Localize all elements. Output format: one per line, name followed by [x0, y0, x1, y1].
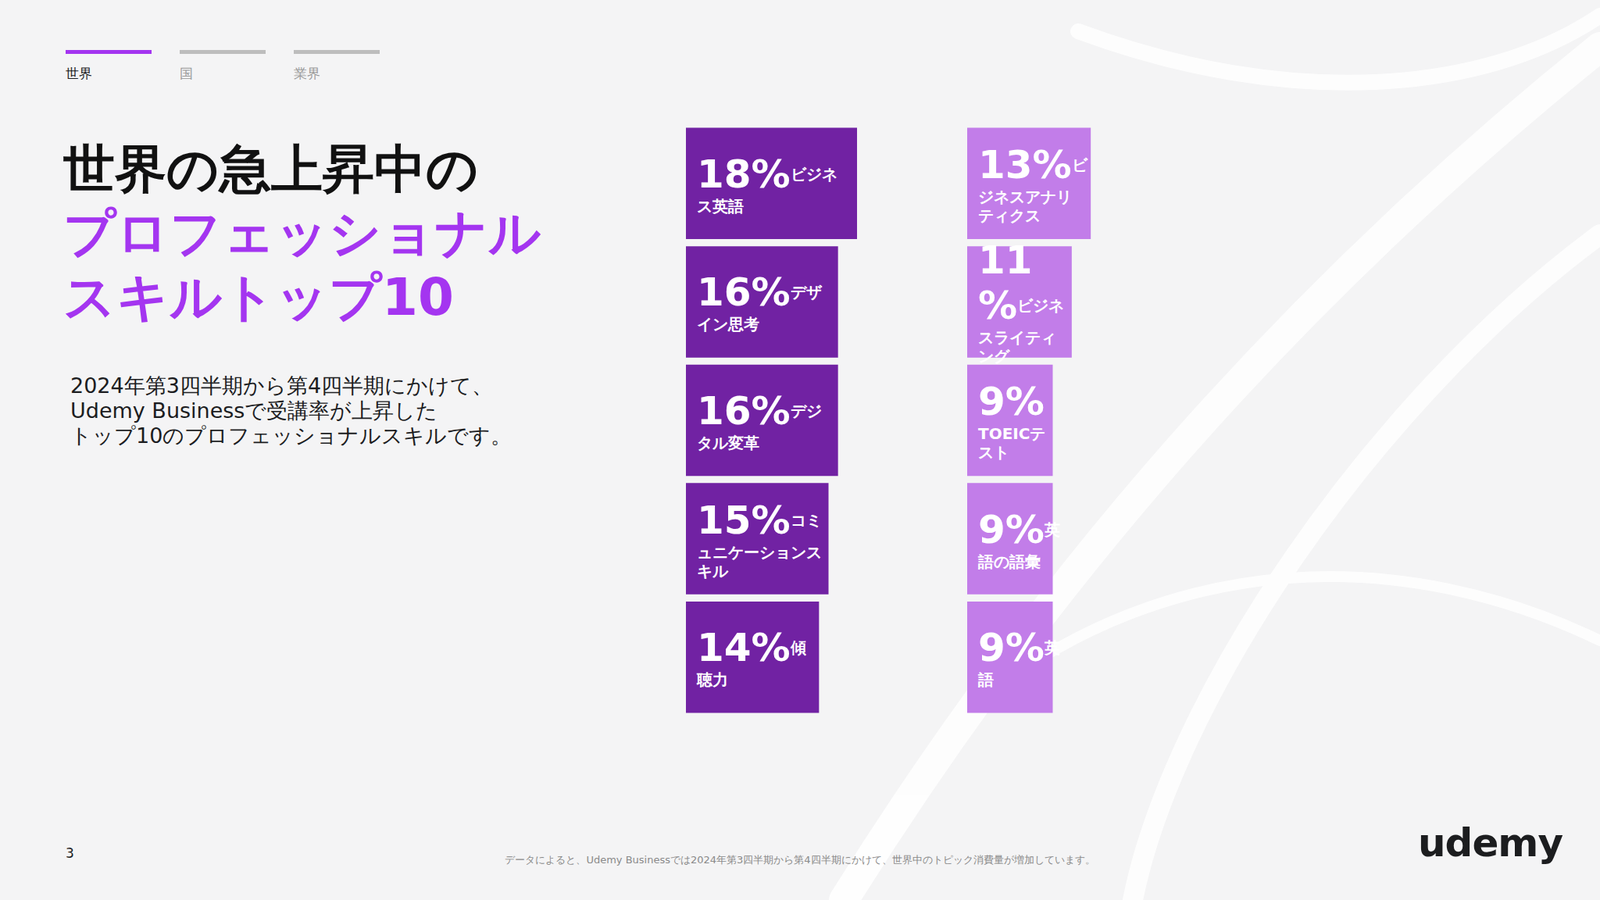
- svg-text:ジネスアナリ: ジネスアナリ: [978, 187, 1072, 207]
- svg-text:デジ: デジ: [790, 401, 822, 421]
- svg-text:ス英語: ス英語: [696, 196, 744, 216]
- svg-text:16%: 16%: [696, 388, 791, 434]
- svg-text:%: %: [978, 282, 1018, 329]
- html-text:スキルトップ10: スキルトップ10: [63, 267, 454, 328]
- html-text:3: 3: [65, 845, 75, 861]
- svg-text:ビジネ: ビジネ: [1017, 296, 1065, 315]
- svg-text:ュニケーションス: ュニケーションス: [696, 542, 822, 562]
- svg-text:コミ: コミ: [790, 510, 822, 530]
- svg-text:15%: 15%: [696, 497, 791, 543]
- svg-text:18%: 18%: [696, 151, 791, 197]
- html-text:データによると、Udemy Businessでは2024年第: データによると、Udemy Businessでは2024年第3四半期から第4四半…: [505, 853, 1095, 866]
- html-text:国: 国: [179, 65, 193, 82]
- html-text:プロフェッショナル: プロフェッショナル: [63, 203, 542, 264]
- svg-text:語: 語: [977, 670, 994, 690]
- svg-text:14%: 14%: [696, 625, 791, 671]
- svg-text:16%: 16%: [696, 269, 791, 315]
- svg-text:スライティ: スライティ: [978, 328, 1057, 347]
- svg-text:ング: ング: [978, 346, 1011, 366]
- svg-text:9%: 9%: [978, 507, 1045, 553]
- svg-text:デザ: デザ: [790, 282, 823, 302]
- svg-text:英: 英: [1043, 638, 1061, 658]
- svg-text:傾: 傾: [789, 638, 807, 658]
- svg-text:タル変革: タル変革: [696, 433, 760, 453]
- html-text:業界: 業界: [293, 65, 321, 82]
- svg-text:9%: 9%: [978, 378, 1045, 425]
- html-text:udemy: udemy: [1417, 820, 1563, 866]
- svg-text:聴力: 聴力: [696, 670, 729, 690]
- svg-text:語の語彙: 語の語彙: [977, 552, 1041, 572]
- svg-text:スト: スト: [978, 442, 1010, 462]
- svg-text:キル: キル: [696, 561, 729, 581]
- svg-text:11: 11: [978, 237, 1033, 283]
- svg-text:9%: 9%: [978, 625, 1045, 671]
- html-text:世界: 世界: [65, 65, 93, 82]
- svg-text:英: 英: [1043, 520, 1061, 540]
- html-text:トップ10のプロフェッショナルスキルです。: トップ10のプロフェッショナルスキルです。: [70, 423, 513, 448]
- svg-text:13%: 13%: [978, 142, 1072, 188]
- svg-text:ビジネ: ビジネ: [790, 164, 838, 184]
- html-text:世界の急上昇中の: 世界の急上昇中の: [63, 139, 479, 200]
- svg-text:ビ: ビ: [1071, 155, 1089, 175]
- svg-text:ティクス: ティクス: [978, 206, 1041, 225]
- svg-text:イン思考: イン思考: [696, 314, 760, 334]
- html-text:Udemy Businessで受講率が上昇した: Udemy Businessで受講率が上昇した: [70, 398, 438, 423]
- html-text:2024年第3四半期から第4四半期にかけて、: 2024年第3四半期から第4四半期にかけて、: [70, 373, 494, 398]
- svg-text:TOEICテ: TOEICテ: [978, 424, 1046, 443]
